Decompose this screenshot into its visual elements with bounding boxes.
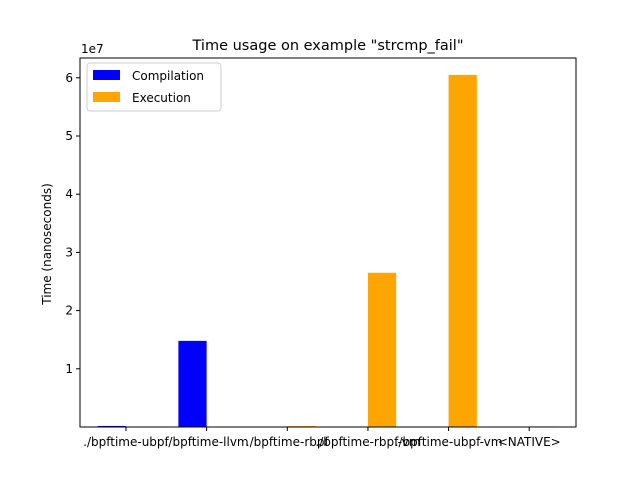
- legend-swatch-execution: [93, 92, 120, 102]
- bar-execution-4: [449, 75, 477, 427]
- legend-swatch-compilation: [93, 70, 120, 80]
- y-tick-label-2: 3: [65, 245, 73, 259]
- axes-frame: [80, 58, 576, 427]
- y-axis-label: Time (nanoseconds): [40, 183, 54, 306]
- y-tick-label-0: 1: [65, 362, 73, 376]
- y-offset-label: 1e7: [81, 42, 104, 56]
- y-tick-label-1: 2: [65, 304, 73, 318]
- y-tick-label-4: 5: [65, 129, 73, 143]
- y-ticks: 1 2 3 4 5 6: [65, 71, 80, 376]
- y-tick-label-5: 6: [65, 71, 73, 85]
- x-tick-label-5: <NATIVE>: [498, 435, 561, 449]
- bars-layer: [98, 75, 558, 427]
- legend-label-execution: Execution: [132, 91, 191, 105]
- legend: Compilation Execution: [87, 63, 221, 111]
- chart-title: Time usage on example "strcmp_fail": [192, 38, 464, 54]
- bar-compilation-1: [178, 341, 206, 427]
- x-tick-label-1: ./bpftime-llvm: [165, 435, 249, 449]
- x-ticks: ./bpftime-ubpf./bpftime-llvm./bpftime-rb…: [83, 427, 561, 449]
- legend-label-compilation: Compilation: [132, 69, 204, 83]
- y-tick-label-3: 4: [65, 187, 73, 201]
- x-tick-label-4: ./bpftime-ubpf-vm: [395, 435, 503, 449]
- x-tick-label-0: ./bpftime-ubpf: [83, 435, 169, 449]
- bar-execution-3: [368, 273, 396, 427]
